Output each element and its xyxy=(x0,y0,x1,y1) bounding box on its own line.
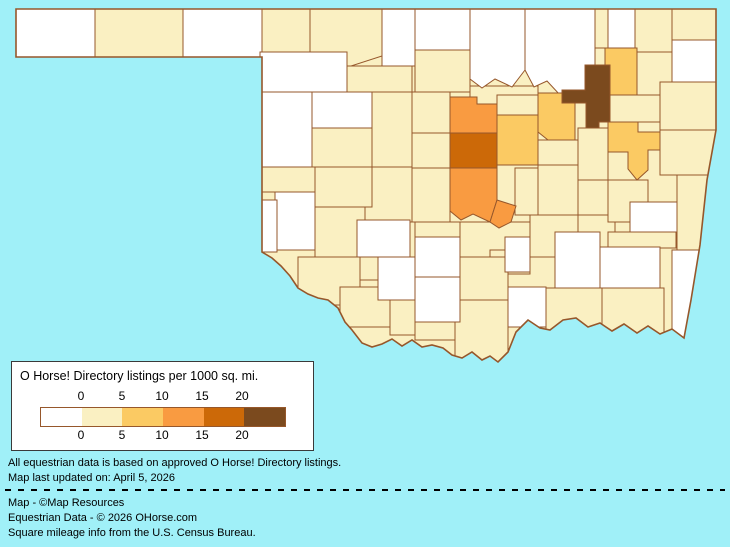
legend-swatch xyxy=(203,408,245,426)
legend-color-ramp xyxy=(40,407,286,427)
county-region-w15 xyxy=(377,256,416,301)
county-region-c19 xyxy=(411,167,451,223)
legend-swatch xyxy=(81,408,123,426)
county-region-c07 xyxy=(346,65,413,93)
dashed-separator xyxy=(5,489,725,491)
county-region-g03 xyxy=(496,114,539,166)
county-region-c01 xyxy=(94,9,184,58)
county-region-w02 xyxy=(182,9,263,58)
county-region-c10 xyxy=(311,127,373,168)
county-layer xyxy=(16,9,716,362)
county-region-c31 xyxy=(577,127,609,181)
footer-credit-census: Square mileage info from the U.S. Census… xyxy=(8,527,256,539)
legend-tick-top-5: 5 xyxy=(118,389,126,403)
county-region-c14 xyxy=(314,166,373,208)
county-region-c08 xyxy=(414,49,471,93)
legend-swatch xyxy=(122,408,164,426)
legend-swatch xyxy=(244,408,286,426)
legend-title: O Horse! Directory listings per 1000 sq.… xyxy=(20,369,259,383)
legend-swatch xyxy=(41,408,82,426)
county-region-c04 xyxy=(594,9,609,49)
footer-note-data-source: All equestrian data is based on approved… xyxy=(8,457,342,469)
county-region-d01 xyxy=(449,132,498,169)
county-region-c11 xyxy=(371,91,413,168)
footer-note-last-updated: Map last updated on: April 5, 2026 xyxy=(8,472,175,484)
county-region-c30 xyxy=(537,139,579,166)
county-region-g04 xyxy=(607,121,661,181)
county-region-c12 xyxy=(411,91,451,134)
county-region-w03 xyxy=(381,9,416,67)
county-region-w01 xyxy=(16,9,96,58)
legend-swatch xyxy=(163,408,204,426)
legend-tick-bottom-5: 5 xyxy=(118,428,126,442)
county-region-c06 xyxy=(671,9,716,41)
county-region-o03 xyxy=(489,199,517,229)
county-region-w07 xyxy=(607,9,636,49)
county-region-w14 xyxy=(356,219,411,258)
county-region-w16 xyxy=(414,236,461,278)
county-region-w19 xyxy=(554,231,601,289)
county-region-w11 xyxy=(311,91,373,129)
county-region-c13 xyxy=(411,132,451,169)
county-region-c36 xyxy=(659,81,716,131)
county-region-c32 xyxy=(577,179,609,216)
county-region-c05 xyxy=(634,9,673,53)
county-region-c29 xyxy=(537,164,579,216)
county-region-b01 xyxy=(561,64,611,129)
county-region-w09 xyxy=(259,51,348,93)
legend-tick-top-20: 20 xyxy=(235,389,249,403)
legend-tick-bottom-20: 20 xyxy=(235,428,249,442)
county-region-c37 xyxy=(659,129,716,176)
county-region-w06 xyxy=(524,9,596,96)
county-region-w05 xyxy=(469,9,526,89)
county-region-o02 xyxy=(449,167,498,223)
county-region-w04 xyxy=(414,9,471,51)
county-region-w17 xyxy=(414,276,461,323)
county-region-w22 xyxy=(671,249,716,339)
legend-tick-bottom-10: 10 xyxy=(155,428,169,442)
county-region-c27 xyxy=(454,299,509,362)
county-region-w21 xyxy=(629,201,678,233)
legend-tick-top-0: 0 xyxy=(77,389,85,403)
legend: O Horse! Directory listings per 1000 sq.… xyxy=(11,361,314,451)
county-region-w10 xyxy=(259,91,313,168)
county-region-w18 xyxy=(504,236,531,273)
county-region-c15 xyxy=(261,166,316,193)
county-region-c25 xyxy=(454,256,509,303)
footer-credit-equestrian-data: Equestrian Data - © 2026 OHorse.com xyxy=(8,512,198,524)
county-region-c41 xyxy=(545,287,603,339)
legend-tick-bottom-15: 15 xyxy=(195,428,209,442)
county-region-w13 xyxy=(254,199,278,253)
county-region-w08 xyxy=(671,39,716,83)
footer-credit-map: Map - ©Map Resources xyxy=(8,497,125,509)
legend-tick-top-10: 10 xyxy=(155,389,169,403)
county-region-c02 xyxy=(259,9,311,53)
county-region-w12 xyxy=(274,191,316,251)
county-region-c46 xyxy=(607,94,661,123)
county-region-w20 xyxy=(599,246,661,289)
county-region-c28 xyxy=(514,167,539,216)
county-region-c38 xyxy=(676,174,716,251)
legend-tick-top-15: 15 xyxy=(195,389,209,403)
county-region-c40 xyxy=(607,231,677,249)
legend-tick-bottom-0: 0 xyxy=(77,428,85,442)
county-region-c45 xyxy=(496,94,539,116)
